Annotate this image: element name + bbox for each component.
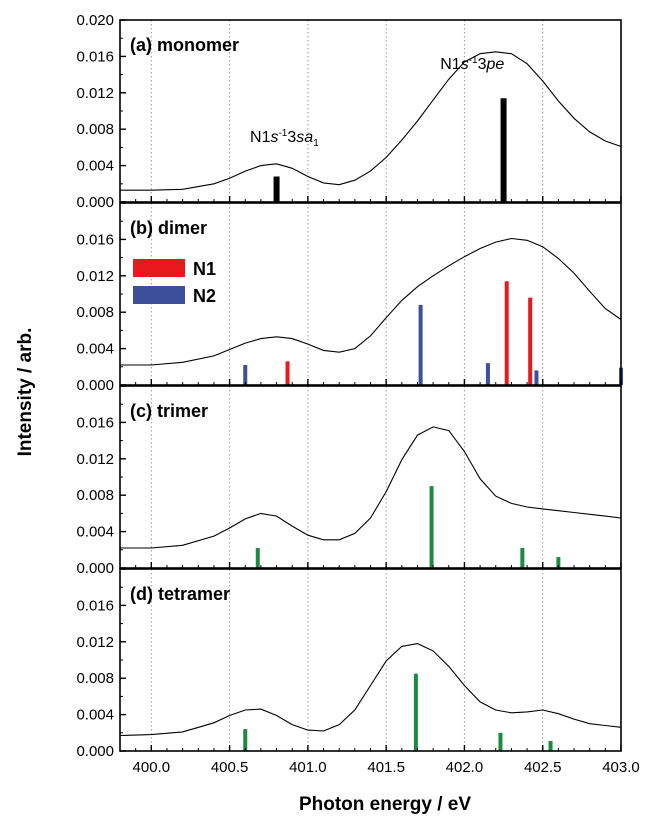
spectrum-curve <box>120 51 622 191</box>
stick-bar <box>556 557 561 568</box>
y-tick-label: 0.000 <box>76 194 114 211</box>
panel-4: 0.000 0.004 0.008 0.012 0.016 (d) tetramer <box>76 568 622 760</box>
stick-bar <box>498 732 503 751</box>
stick-bar <box>548 740 553 751</box>
panel-label: (d) tetramer <box>130 584 230 604</box>
panels-layer: 0.000 0.004 0.008 0.012 0.016 0.020 (a) monome… <box>76 12 623 760</box>
y-tick-label: 0.000 <box>76 377 114 394</box>
stick-bar <box>429 486 434 568</box>
y-tick-label: 0.008 <box>76 304 114 321</box>
y-tick-label: 0.016 <box>76 231 114 248</box>
y-tick-label: 0.008 <box>76 670 114 687</box>
y-tick-label: 0.004 <box>76 524 114 541</box>
x-tick-label: 401.0 <box>289 759 327 776</box>
panel-2: 0.000 0.004 0.008 0.012 0.016 (b) dimer N1 N2 <box>76 202 623 394</box>
y-tick-label: 0.004 <box>76 341 114 358</box>
y-tick-label: 0.004 <box>76 158 114 175</box>
x-tick-label: 400.0 <box>133 759 171 776</box>
stick-bar <box>285 361 290 385</box>
x-axis-title: Photon energy / eV <box>299 794 471 815</box>
x-tick-label: 402.5 <box>524 759 562 776</box>
legend-label: N1 <box>193 259 216 279</box>
stick-bar <box>273 176 280 202</box>
panel-3: 0.000 0.004 0.008 0.012 0.016 (c) trimer <box>76 385 622 577</box>
y-tick-label: 0.016 <box>76 414 114 431</box>
stick-bar <box>504 281 509 385</box>
x-tick-label: 401.5 <box>367 759 405 776</box>
y-tick-label: 0.004 <box>76 707 114 724</box>
stick-bar <box>485 363 490 385</box>
legend-swatch <box>133 286 185 304</box>
y-tick-label: 0.000 <box>76 743 114 760</box>
y-tick-label: 0.016 <box>76 597 114 614</box>
x-tick-label: 403.0 <box>602 759 640 776</box>
stick-bar <box>413 673 418 751</box>
stick-bar <box>534 370 539 385</box>
legend-swatch <box>133 259 185 277</box>
x-tick-label: 400.5 <box>211 759 249 776</box>
panel-1: 0.000 0.004 0.008 0.012 0.016 0.020 (a) monome… <box>76 12 622 211</box>
stick-bar <box>255 547 260 568</box>
y-tick-label: 0.008 <box>76 121 114 138</box>
stick-bar <box>418 304 423 385</box>
panel-label: (c) trimer <box>130 401 208 421</box>
y-tick-label: 0.020 <box>76 12 114 29</box>
spectrum-curve <box>120 237 622 366</box>
y-tick-label: 0.012 <box>76 634 114 651</box>
peak-annotation: N1s-13sa1 <box>250 128 319 149</box>
x-tick-label: 402.0 <box>446 759 484 776</box>
y-tick-label: 0.000 <box>76 560 114 577</box>
stick-bar <box>528 297 533 385</box>
y-tick-label: 0.012 <box>76 268 114 285</box>
x-tick-labels: 400.0 400.5 401.0 401.5 402.0 402.5 403.0 <box>133 759 640 776</box>
panel-label: (b) dimer <box>130 218 207 238</box>
legend-label: N2 <box>193 286 216 306</box>
spectrum-curve <box>119 643 622 737</box>
stick-bar <box>243 729 248 751</box>
stick-bar <box>520 547 525 568</box>
y-tick-label: 0.012 <box>76 451 114 468</box>
y-tick-label: 0.016 <box>76 48 114 65</box>
y-axis-title: Intensity / arb. <box>15 328 36 457</box>
y-tick-label: 0.008 <box>76 487 114 504</box>
y-tick-label: 0.012 <box>76 85 114 102</box>
panel-label: (a) monomer <box>130 35 239 55</box>
spectrum-curve <box>120 426 622 549</box>
stick-bar <box>243 364 248 385</box>
peak-annotation: N1s-13pe <box>440 55 504 73</box>
stick-bar <box>500 98 507 202</box>
